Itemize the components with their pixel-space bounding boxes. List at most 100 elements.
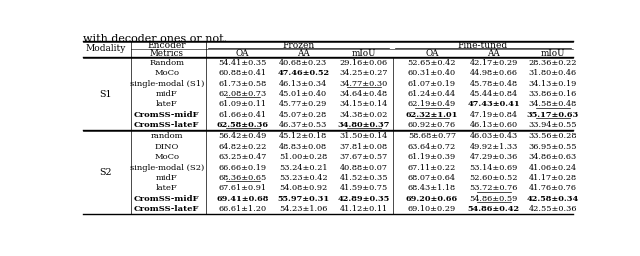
Text: 62.19±0.49: 62.19±0.49 [408, 100, 456, 109]
Text: 54.41±0.35: 54.41±0.35 [219, 59, 267, 67]
Text: 34.80±0.37: 34.80±0.37 [337, 121, 390, 129]
Text: 45.01±0.40: 45.01±0.40 [279, 90, 327, 98]
Text: 46.13±0.34: 46.13±0.34 [279, 80, 327, 88]
Text: 45.12±0.18: 45.12±0.18 [279, 132, 327, 140]
Text: mIoU: mIoU [351, 49, 376, 58]
Text: CromSS-midF: CromSS-midF [134, 111, 200, 119]
Text: 56.42±0.49: 56.42±0.49 [219, 132, 267, 140]
Text: 42.89±0.35: 42.89±0.35 [337, 195, 390, 203]
Text: 41.76±0.76: 41.76±0.76 [529, 184, 577, 192]
Text: CromSS-lateF: CromSS-lateF [134, 121, 200, 129]
Text: 52.60±0.52: 52.60±0.52 [470, 174, 518, 182]
Text: 69.20±0.66: 69.20±0.66 [406, 195, 458, 203]
Text: 41.59±0.75: 41.59±0.75 [340, 184, 388, 192]
Text: 61.24±0.44: 61.24±0.44 [408, 90, 456, 98]
Text: 45.07±0.28: 45.07±0.28 [279, 111, 327, 119]
Text: AA: AA [297, 49, 310, 58]
Text: 34.15±0.14: 34.15±0.14 [340, 100, 388, 109]
Text: S2: S2 [99, 168, 112, 177]
Text: 47.46±0.52: 47.46±0.52 [277, 69, 329, 77]
Text: S1: S1 [99, 90, 112, 99]
Text: Fine-tuned: Fine-tuned [458, 41, 508, 50]
Text: 69.41±0.68: 69.41±0.68 [216, 195, 269, 203]
Text: 34.38±0.02: 34.38±0.02 [339, 111, 388, 119]
Text: 40.68±0.23: 40.68±0.23 [279, 59, 327, 67]
Text: 60.88±0.41: 60.88±0.41 [219, 69, 267, 77]
Text: 52.65±0.42: 52.65±0.42 [408, 59, 456, 67]
Text: 54.23±1.06: 54.23±1.06 [279, 205, 328, 213]
Text: 62.32±1.01: 62.32±1.01 [406, 111, 458, 119]
Text: 53.72±0.76: 53.72±0.76 [470, 184, 518, 192]
Text: 37.67±0.57: 37.67±0.57 [340, 153, 388, 161]
Text: Encoder: Encoder [147, 41, 186, 50]
Text: midF: midF [156, 174, 178, 182]
Text: 53.14±0.69: 53.14±0.69 [470, 164, 518, 172]
Text: 49.92±1.33: 49.92±1.33 [470, 143, 518, 151]
Text: 34.86±0.63: 34.86±0.63 [529, 153, 577, 161]
Text: single-modal (S1): single-modal (S1) [130, 80, 204, 88]
Text: single-modal (S2): single-modal (S2) [130, 164, 204, 172]
Text: 35.17±0.63: 35.17±0.63 [527, 111, 579, 119]
Text: 34.64±0.48: 34.64±0.48 [340, 90, 388, 98]
Text: 69.10±0.29: 69.10±0.29 [408, 205, 456, 213]
Text: 68.43±1.18: 68.43±1.18 [408, 184, 456, 192]
Text: 51.00±0.28: 51.00±0.28 [279, 153, 327, 161]
Text: AA: AA [488, 49, 500, 58]
Text: 61.19±0.39: 61.19±0.39 [408, 153, 456, 161]
Text: 61.73±0.58: 61.73±0.58 [219, 80, 267, 88]
Text: MoCo: MoCo [154, 69, 179, 77]
Text: DINO: DINO [155, 143, 179, 151]
Text: 46.13±0.60: 46.13±0.60 [470, 121, 518, 129]
Text: 37.81±0.08: 37.81±0.08 [340, 143, 388, 151]
Text: 54.86±0.59: 54.86±0.59 [470, 195, 518, 203]
Text: 66.61±1.20: 66.61±1.20 [219, 205, 267, 213]
Text: Metrics: Metrics [150, 49, 184, 58]
Text: random: random [150, 132, 183, 140]
Text: OA: OA [425, 49, 438, 58]
Text: OA: OA [236, 49, 250, 58]
Text: 46.03±0.43: 46.03±0.43 [470, 132, 518, 140]
Text: Modality: Modality [85, 44, 126, 53]
Text: MoCo: MoCo [154, 153, 179, 161]
Text: 44.98±0.66: 44.98±0.66 [470, 69, 518, 77]
Text: 33.86±0.16: 33.86±0.16 [529, 90, 577, 98]
Text: 41.06±0.24: 41.06±0.24 [529, 164, 577, 172]
Text: 63.64±0.72: 63.64±0.72 [408, 143, 456, 151]
Text: 54.86±0.42: 54.86±0.42 [468, 205, 520, 213]
Text: 53.24±0.21: 53.24±0.21 [279, 164, 328, 172]
Text: 31.80±0.46: 31.80±0.46 [529, 69, 577, 77]
Text: lateF: lateF [156, 100, 178, 109]
Text: CromSS-lateF: CromSS-lateF [134, 205, 200, 213]
Text: 67.61±0.91: 67.61±0.91 [219, 184, 267, 192]
Text: 33.56±0.28: 33.56±0.28 [529, 132, 577, 140]
Text: 63.25±0.47: 63.25±0.47 [219, 153, 267, 161]
Text: 34.58±0.48: 34.58±0.48 [529, 100, 577, 109]
Text: 62.58±0.36: 62.58±0.36 [217, 121, 269, 129]
Text: 66.66±0.19: 66.66±0.19 [219, 164, 267, 172]
Text: 62.08±0.73: 62.08±0.73 [219, 90, 267, 98]
Text: 41.17±0.28: 41.17±0.28 [529, 174, 577, 182]
Text: 67.11±0.22: 67.11±0.22 [408, 164, 456, 172]
Text: 42.17±0.29: 42.17±0.29 [470, 59, 518, 67]
Text: 40.88±0.07: 40.88±0.07 [340, 164, 388, 172]
Text: 41.12±0.11: 41.12±0.11 [340, 205, 388, 213]
Text: 47.43±0.41: 47.43±0.41 [468, 100, 520, 109]
Text: 33.94±0.55: 33.94±0.55 [529, 121, 577, 129]
Text: Random: Random [149, 59, 184, 67]
Text: 61.07±0.19: 61.07±0.19 [408, 80, 456, 88]
Text: midF: midF [156, 90, 178, 98]
Text: 46.37±0.53: 46.37±0.53 [279, 121, 328, 129]
Text: 48.83±0.08: 48.83±0.08 [279, 143, 327, 151]
Text: 34.77±0.30: 34.77±0.30 [340, 80, 388, 88]
Text: 34.25±0.27: 34.25±0.27 [339, 69, 388, 77]
Text: 41.52±0.35: 41.52±0.35 [339, 174, 388, 182]
Text: 53.23±0.42: 53.23±0.42 [279, 174, 328, 182]
Text: 68.07±0.64: 68.07±0.64 [408, 174, 456, 182]
Text: 45.78±0.48: 45.78±0.48 [470, 80, 518, 88]
Text: 64.82±0.22: 64.82±0.22 [219, 143, 267, 151]
Text: 45.77±0.29: 45.77±0.29 [279, 100, 327, 109]
Text: 58.68±0.77: 58.68±0.77 [408, 132, 456, 140]
Text: lateF: lateF [156, 184, 178, 192]
Text: 28.36±0.22: 28.36±0.22 [529, 59, 577, 67]
Text: 31.50±0.14: 31.50±0.14 [340, 132, 388, 140]
